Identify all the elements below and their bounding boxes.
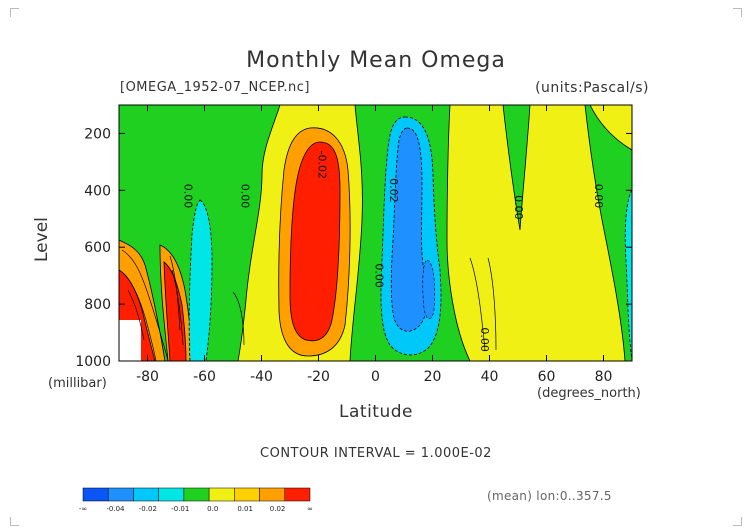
colorbar-label: 0.01 bbox=[237, 505, 253, 513]
contour-label: 0.00 bbox=[512, 195, 525, 220]
contour-label: 0.00 bbox=[373, 263, 386, 288]
x-tick-label: 0 bbox=[371, 369, 380, 385]
contour-fill-area bbox=[119, 105, 632, 361]
y-axis-unit: (millibar) bbox=[48, 376, 107, 391]
x-ticks: -80 -60 -40 -20 0 20 40 60 80 bbox=[136, 105, 612, 385]
colorbar-swatch bbox=[259, 487, 286, 502]
y-tick-label: 200 bbox=[84, 126, 111, 142]
units-label: (units:Pascal/s) bbox=[535, 80, 649, 96]
x-tick-label: -40 bbox=[250, 369, 273, 385]
x-tick-label: -20 bbox=[307, 369, 330, 385]
colorbar-swatch bbox=[284, 487, 311, 502]
x-axis-label: Latitude bbox=[339, 402, 413, 422]
contour-label: -0.02 bbox=[316, 150, 329, 178]
contour-interval: CONTOUR INTERVAL = 1.000E-02 bbox=[260, 446, 492, 461]
x-tick-label: 20 bbox=[424, 369, 442, 385]
colorbar-label: ∞ bbox=[307, 505, 313, 513]
colorbar-label: 0.02 bbox=[270, 505, 286, 513]
fill-cyan-left bbox=[188, 199, 213, 361]
y-tick-label: 1000 bbox=[75, 354, 111, 370]
colorbar-swatch bbox=[158, 487, 185, 502]
x-axis-unit: (degrees_north) bbox=[537, 386, 641, 401]
fill-cyan-right bbox=[624, 189, 632, 361]
x-tick-label: 60 bbox=[538, 369, 556, 385]
x-tick-label: 80 bbox=[595, 369, 613, 385]
fill-blue-cell bbox=[390, 127, 429, 332]
colorbar-label: 0.0 bbox=[207, 505, 218, 513]
x-tick-label: -80 bbox=[136, 369, 159, 385]
mean-note: (mean) lon:0..357.5 bbox=[487, 489, 612, 503]
y-tick-label: 400 bbox=[84, 183, 111, 199]
colorbar-swatch bbox=[183, 487, 210, 502]
contour-label: 0.00 bbox=[182, 184, 195, 209]
file-label: [OMEGA_1952-07_NCEP.nc] bbox=[120, 80, 310, 95]
fill-green-top-right bbox=[589, 105, 632, 151]
contour-lines bbox=[121, 249, 497, 361]
colorbar-label: -0.02 bbox=[139, 505, 157, 513]
contour-label: 0.00 bbox=[592, 184, 605, 209]
contour-labels: 0.00 -0.02 0.02 0.00 0.00 0.00 0.00 0.00 bbox=[182, 150, 605, 351]
fill-red-cell bbox=[289, 141, 341, 342]
contour-label: 0.00 bbox=[478, 327, 491, 352]
colorbar: -∞ -0.04 -0.02 -0.01 0.0 0.01 0.02 ∞ bbox=[79, 487, 313, 513]
missing-data-patch bbox=[119, 320, 141, 361]
colorbar-swatch bbox=[208, 487, 235, 502]
fill-green-right1 bbox=[502, 105, 531, 231]
fill-blue-spot bbox=[422, 259, 436, 320]
fill-green-right2 bbox=[584, 105, 632, 361]
colorbar-swatch bbox=[107, 487, 134, 502]
colorbar-label: -∞ bbox=[79, 505, 87, 513]
chart-title: Monthly Mean Omega bbox=[246, 48, 506, 73]
colorbar-swatch bbox=[133, 487, 159, 502]
y-tick-label: 800 bbox=[84, 297, 111, 313]
contour-label: 0.00 bbox=[239, 184, 252, 209]
colorbar-swatch bbox=[82, 487, 109, 502]
colorbar-label: -0.04 bbox=[106, 505, 125, 513]
y-ticks: 200 400 600 800 1000 bbox=[75, 126, 632, 370]
colorbar-swatch bbox=[234, 487, 260, 502]
contour-label: 0.02 bbox=[387, 178, 400, 203]
x-tick-label: -60 bbox=[193, 369, 216, 385]
x-tick-label: 40 bbox=[481, 369, 499, 385]
y-tick-label: 600 bbox=[84, 240, 111, 256]
colorbar-label: -0.01 bbox=[171, 505, 189, 513]
